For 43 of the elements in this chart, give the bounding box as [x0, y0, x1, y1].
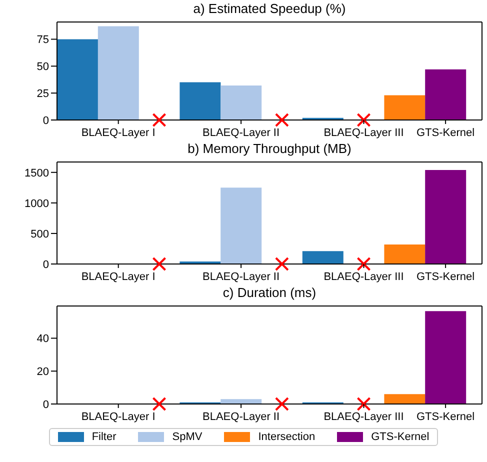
x-tick-label: BLAEQ-Layer I	[81, 411, 156, 423]
y-tick-label: 0	[42, 114, 49, 127]
chart-title: a) Estimated Speedup (%)	[192, 0, 347, 18]
bar	[220, 399, 262, 404]
bar	[220, 86, 262, 120]
y-tick-label: 1000	[24, 198, 49, 210]
bar	[384, 244, 426, 264]
bar	[57, 39, 98, 120]
bar	[425, 69, 466, 120]
x-tick-label: BLAEQ-Layer III	[324, 127, 404, 139]
y-tick-label: 0	[42, 258, 49, 271]
bar	[180, 82, 221, 120]
y-tick-label: 1500	[24, 167, 49, 180]
y-tick-label: 40	[36, 333, 49, 346]
chart-title: b) Memory Throughput (MB)	[186, 140, 352, 158]
x-tick-label: BLAEQ-Layer II	[202, 271, 280, 283]
x-tick-label: BLAEQ-Layer II	[202, 411, 280, 423]
bar	[425, 311, 466, 404]
bar	[302, 251, 344, 264]
x-tick-label: BLAEQ-Layer III	[324, 411, 404, 423]
x-tick-label: BLAEQ-Layer II	[202, 127, 280, 139]
y-tick-label: 0	[42, 398, 49, 411]
y-tick-label: 500	[30, 228, 49, 240]
y-tick-label: 20	[36, 366, 49, 378]
x-tick-label: BLAEQ-Layer III	[324, 271, 404, 283]
x-tick-label: BLAEQ-Layer I	[81, 127, 156, 139]
bar	[384, 95, 426, 120]
y-tick-label: 50	[36, 61, 49, 74]
x-tick-label: GTS-Kernel	[416, 271, 475, 283]
bar	[98, 26, 139, 120]
bar	[220, 188, 262, 264]
legend-label: Filter	[92, 431, 116, 443]
x-tick-label: GTS-Kernel	[416, 127, 475, 139]
y-tick-label: 75	[36, 34, 49, 46]
chart-title: c) Duration (ms)	[222, 284, 318, 302]
x-tick-label: BLAEQ-Layer I	[81, 271, 156, 283]
legend-label: GTS-Kernel	[371, 431, 430, 443]
legend-label: Intersection	[258, 431, 316, 443]
legend-label: SpMV	[172, 431, 202, 443]
bar	[384, 394, 426, 404]
x-tick-label: GTS-Kernel	[416, 411, 475, 423]
bar	[425, 170, 466, 264]
y-tick-label: 25	[36, 88, 49, 100]
